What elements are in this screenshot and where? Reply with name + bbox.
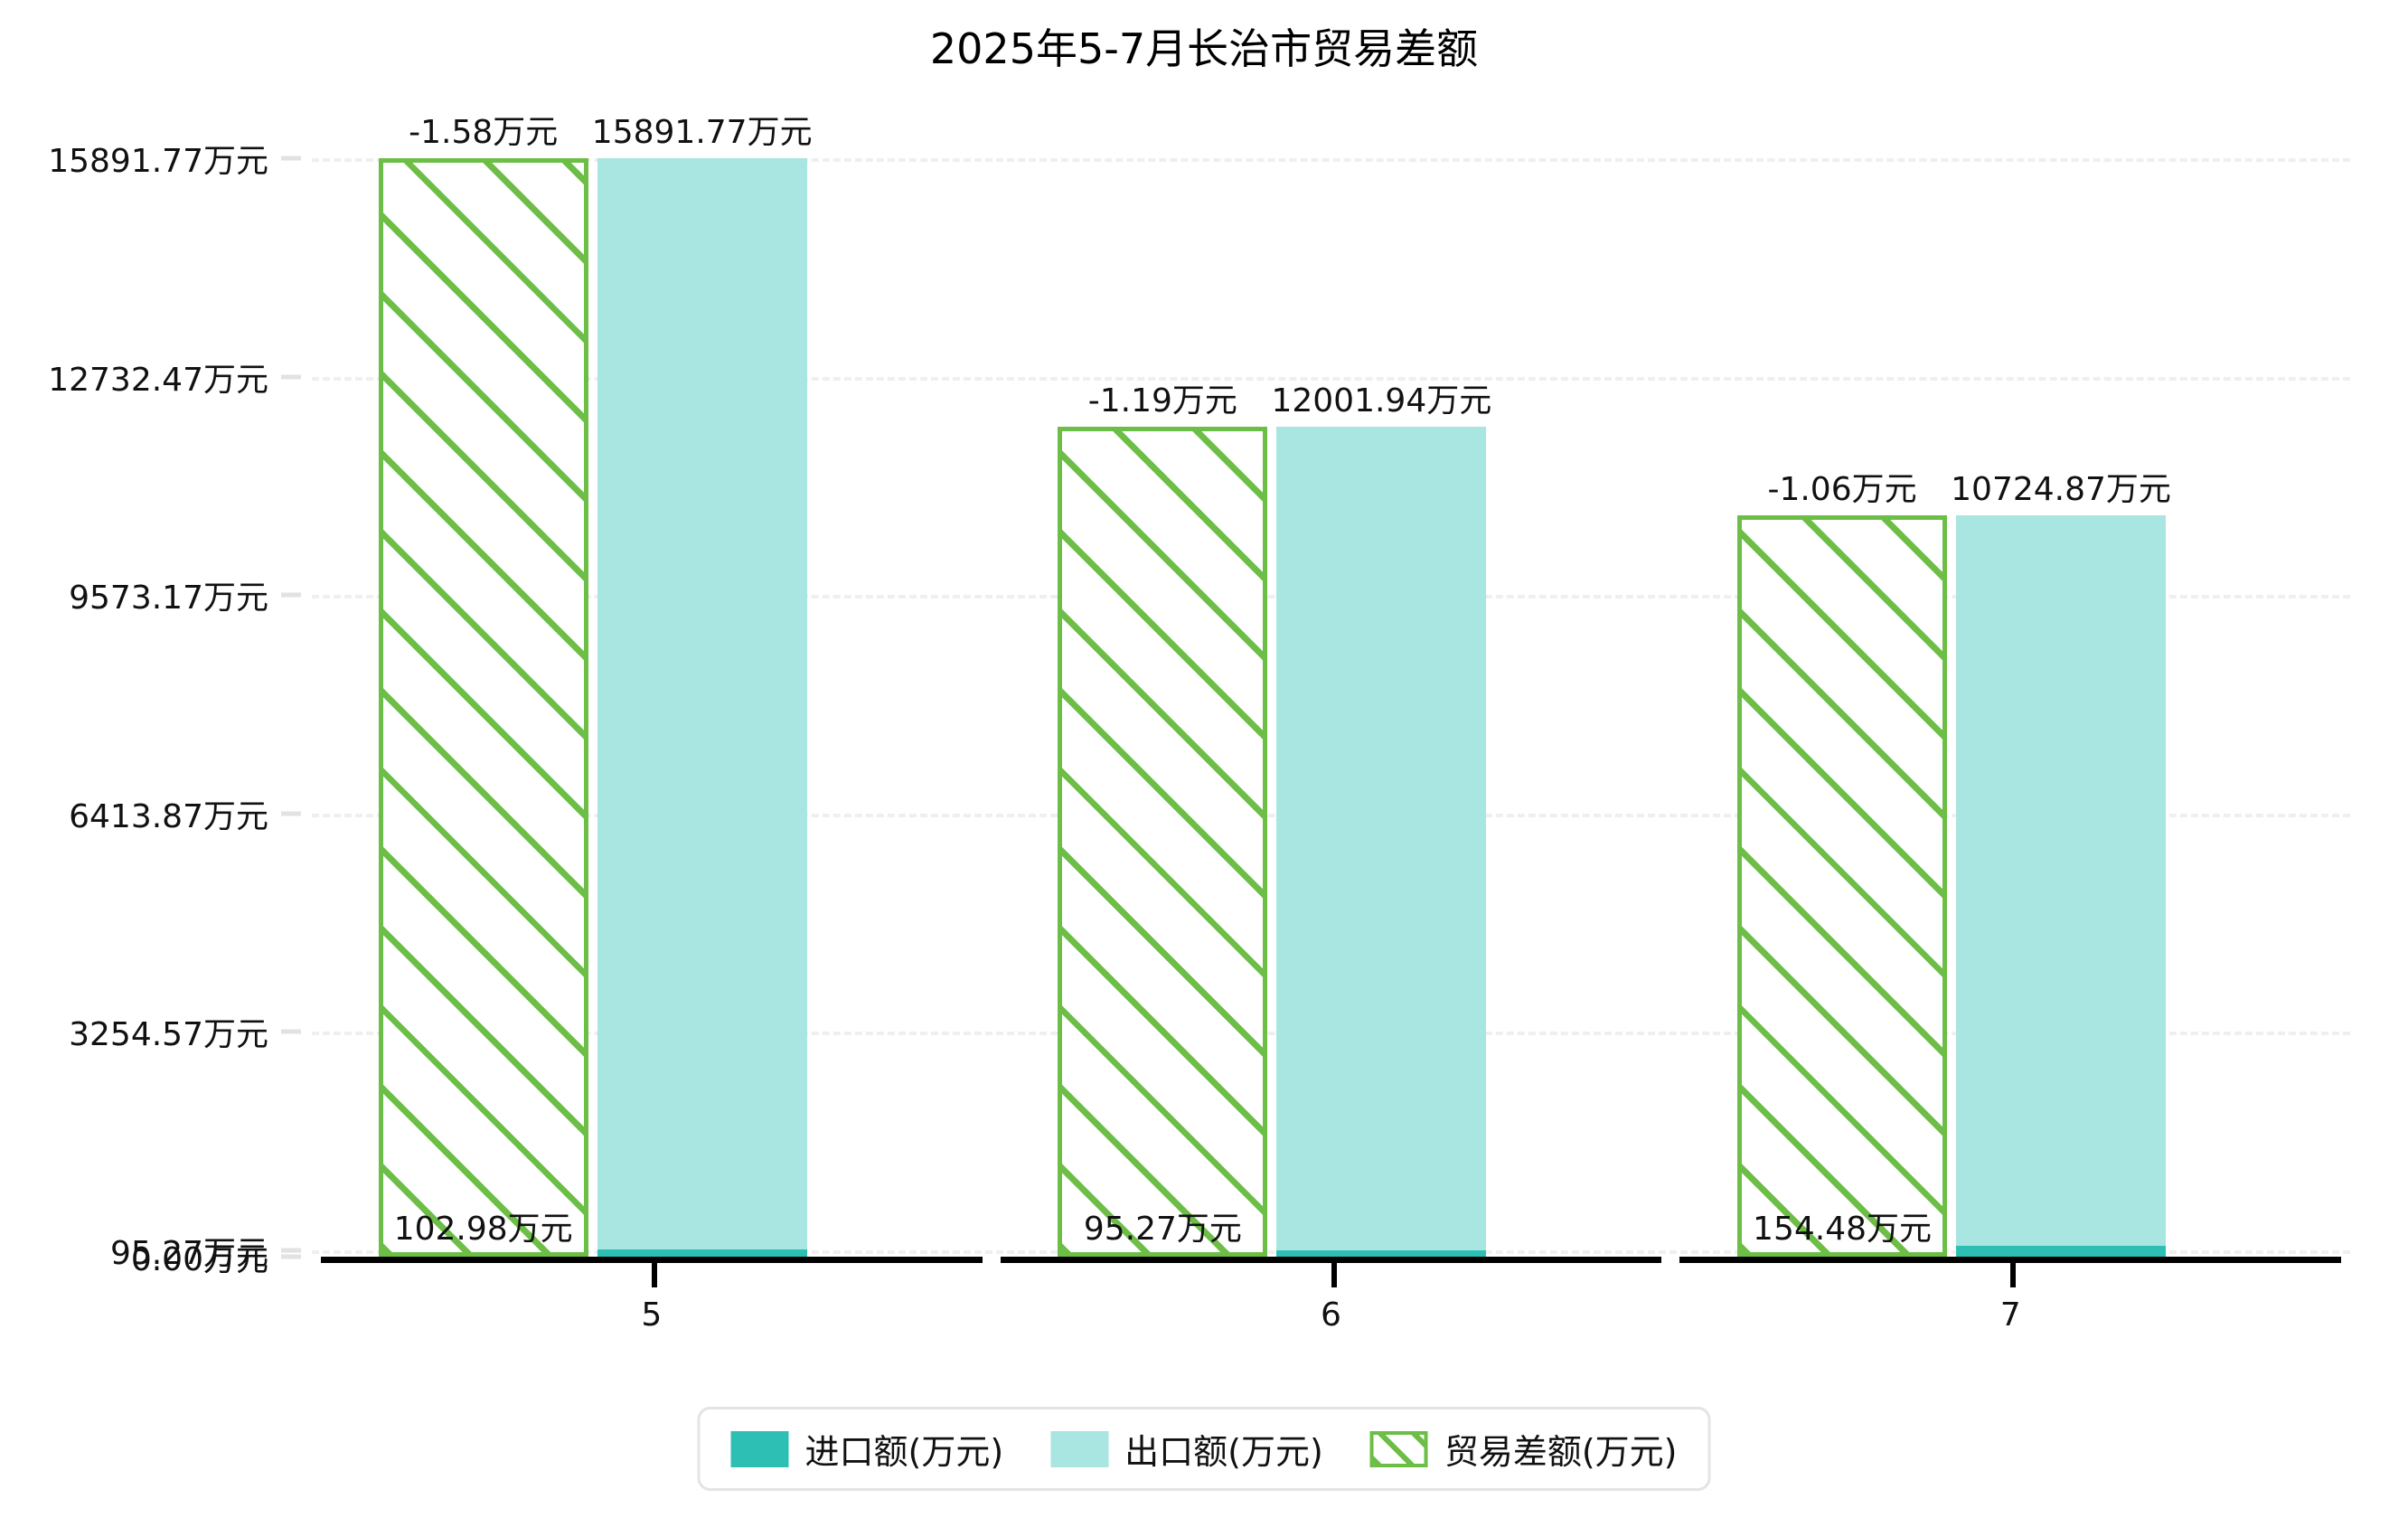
gridline	[312, 376, 2350, 381]
bar-label-trade-balance: -1.19万元	[1087, 382, 1237, 420]
y-axis-label: 15891.77万元	[48, 143, 268, 180]
bar-label-export: 12001.94万元	[1271, 382, 1492, 420]
legend-item[interactable]: 进口额(万元)	[730, 1424, 1004, 1474]
x-axis-line	[1000, 1257, 1662, 1263]
bar-label-export: 15891.77万元	[591, 114, 813, 151]
y-axis-label: 9573.17万元	[69, 580, 268, 617]
solid-swatch-icon	[730, 1430, 789, 1467]
legend-item-label: 出口额(万元)	[1124, 1432, 1323, 1472]
solid-swatch-icon	[1050, 1430, 1109, 1467]
y-axis-label: 12732.47万元	[48, 361, 268, 399]
chart-title: 2025年5-7月长治市贸易差额	[929, 24, 1479, 73]
y-axis-tick	[281, 374, 301, 380]
bar-import[interactable]	[1276, 1249, 1487, 1257]
y-axis-label: 3254.57万元	[69, 1016, 268, 1054]
x-axis-label: 5	[641, 1296, 663, 1334]
y-axis-tick	[281, 1254, 301, 1259]
bar-label-export: 10724.87万元	[1951, 471, 2171, 509]
bar-label-trade-balance: -1.06万元	[1767, 471, 1917, 509]
bar-trade-balance[interactable]	[1737, 515, 1948, 1257]
bar-trade-balance[interactable]	[1058, 427, 1268, 1257]
bar-export[interactable]	[597, 158, 807, 1257]
plot-area: 15891.77万元 12732.47万元 9573.17万元 6413.87万元 32…	[48, 114, 2350, 1334]
bar-label-import: 102.98万元	[393, 1211, 573, 1248]
chart-legend: 进口额(万元) 出口额(万元) 贸易差额(万元)	[697, 1407, 1711, 1491]
bar-trade-balance[interactable]	[378, 158, 588, 1257]
x-axis-tick	[651, 1257, 657, 1287]
y-axis-tick	[281, 811, 301, 816]
legend-item[interactable]: 贸易差额(万元)	[1369, 1424, 1678, 1474]
bar-import[interactable]	[1956, 1246, 2167, 1257]
legend-item-label: 贸易差额(万元)	[1444, 1432, 1678, 1472]
x-axis-label: 6	[1321, 1296, 1341, 1334]
y-axis-label: 6413.87万元	[69, 797, 268, 835]
x-axis-tick	[2010, 1257, 2017, 1287]
bar-export[interactable]	[1276, 427, 1487, 1257]
hatched-swatch-icon	[1369, 1430, 1428, 1467]
bar-export[interactable]	[1956, 515, 2167, 1257]
x-axis-tick	[1331, 1257, 1337, 1287]
y-axis-tick	[281, 1248, 301, 1253]
y-axis-tick	[281, 1029, 301, 1034]
legend-item-label: 进口额(万元)	[804, 1432, 1004, 1472]
x-axis-label: 7	[1999, 1296, 2021, 1334]
y-axis-tick	[281, 156, 301, 161]
bar-label-trade-balance: -1.58万元	[409, 114, 559, 151]
legend-item[interactable]: 出口额(万元)	[1050, 1424, 1323, 1474]
y-axis-tick	[281, 592, 301, 598]
gridline	[312, 158, 2350, 162]
bar-import[interactable]	[597, 1249, 807, 1257]
y-axis-label: 95.27万元	[109, 1234, 268, 1272]
bar-label-import: 154.48万元	[1753, 1211, 1933, 1248]
bar-label-import: 95.27万元	[1083, 1211, 1242, 1248]
y-axis-label: 0.00万元	[130, 1241, 268, 1278]
